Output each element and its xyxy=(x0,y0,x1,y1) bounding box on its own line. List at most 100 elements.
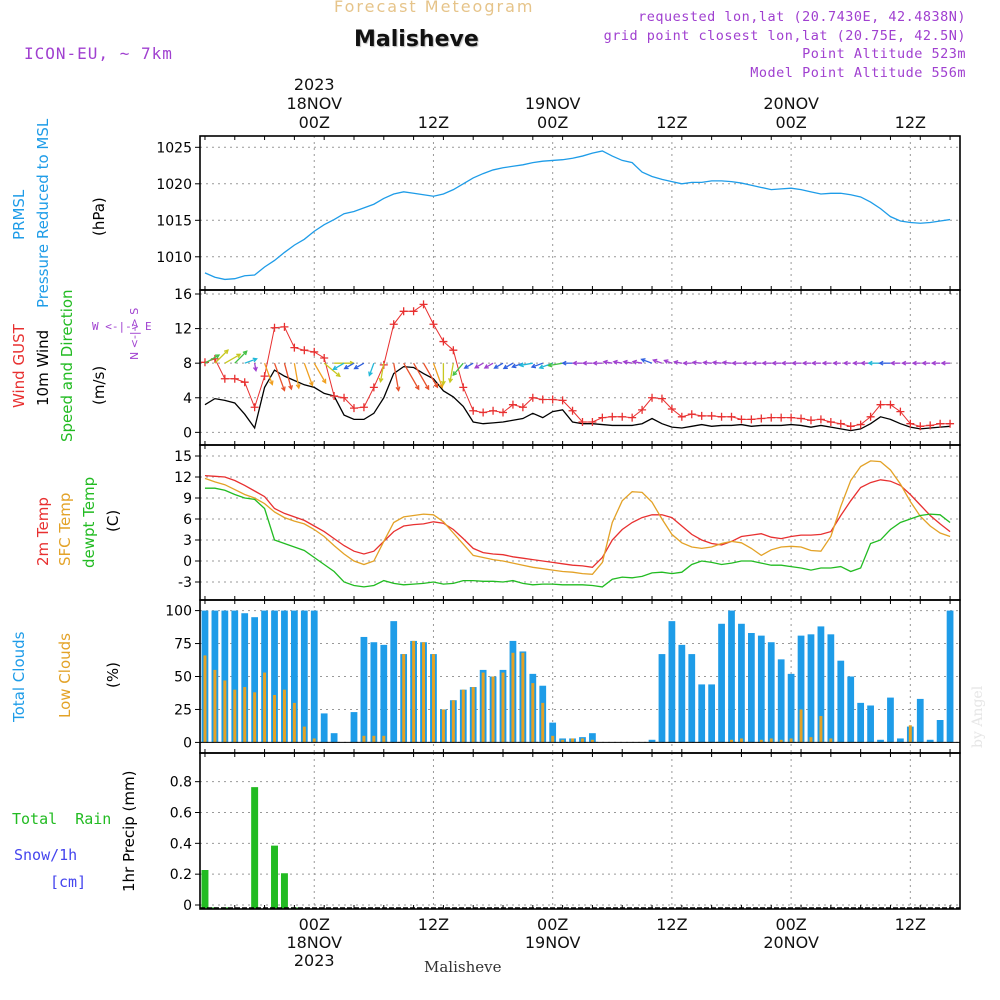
rain-bar xyxy=(251,787,259,909)
total-cloud-bar xyxy=(897,738,904,743)
wind-gust-marker xyxy=(260,372,269,381)
wind-direction-arrow xyxy=(878,360,891,366)
temperature-tick-label: 9 xyxy=(183,491,192,507)
wind-gust-marker xyxy=(538,395,547,404)
clouds-tick-label: 100 xyxy=(165,604,192,620)
total-cloud-bar xyxy=(926,739,934,743)
low-cloud-bar xyxy=(253,692,257,743)
top-time-label: 00Z xyxy=(299,113,330,132)
wind-compass-we: W <-|-> E xyxy=(92,320,152,333)
wind-gust-marker xyxy=(747,415,756,424)
low-cloud-bar xyxy=(561,739,565,743)
low-cloud-bar xyxy=(471,687,475,743)
requested-lonlat: requested lon,lat (20.7430E, 42.4838N) xyxy=(638,9,966,25)
low-cloud-bar xyxy=(422,642,426,743)
wind-gust-marker xyxy=(846,422,855,431)
top-time-label: 2023 xyxy=(294,75,335,94)
wind-direction-arrow xyxy=(204,354,221,364)
low-cloud-bar xyxy=(819,716,823,743)
wind-gust-marker xyxy=(499,408,508,417)
low-cloud-bar xyxy=(799,709,803,743)
low-cloud-bar xyxy=(273,694,276,743)
wind-direction-arrow xyxy=(602,359,613,365)
wind-tick-label: 4 xyxy=(183,391,192,407)
wind-direction-arrow xyxy=(711,360,722,366)
wind-direction-arrow xyxy=(378,363,385,384)
low-cloud-bar xyxy=(431,654,435,743)
total-cloud-bar xyxy=(797,635,805,743)
wind-direction-arrow xyxy=(263,362,274,386)
wind-direction-arrow xyxy=(631,359,643,365)
wind-gust-marker xyxy=(876,400,885,409)
wind-direction-arrow xyxy=(751,360,762,366)
low-cloud-bar xyxy=(501,672,505,743)
wind-gust-marker xyxy=(280,322,289,331)
total-cloud-bar xyxy=(847,676,855,743)
precipitation-tick-label: 0.6 xyxy=(170,806,192,822)
wind-direction-arrow xyxy=(889,360,901,366)
wind-gust-marker xyxy=(657,394,666,403)
top-time-label: 00Z xyxy=(537,113,568,132)
wind-direction-arrow xyxy=(323,362,341,378)
wind-gust-marker xyxy=(896,407,905,416)
wind-direction-arrow xyxy=(780,360,792,366)
total-cloud-bar xyxy=(380,644,388,743)
total-cloud-bar xyxy=(668,621,676,743)
location-title: Malisheve xyxy=(354,27,479,52)
wind-direction-arrow xyxy=(921,360,931,366)
total-cloud-bar xyxy=(291,610,298,743)
precipitation-panel-frame xyxy=(199,752,961,910)
wind-direction-arrow xyxy=(518,362,533,368)
wind-direction-arrow xyxy=(721,360,732,366)
bottom-time-label: 2023 xyxy=(294,951,335,970)
wind-gust-marker xyxy=(946,419,955,428)
total-cloud-bar xyxy=(688,654,696,743)
wind-gust-marker xyxy=(588,417,597,426)
low-cloud-bar xyxy=(302,726,306,743)
total-cloud-bar xyxy=(350,712,358,743)
temperature-tick-label: 12 xyxy=(174,470,192,486)
top-time-label: 12Z xyxy=(895,113,926,132)
low-cloud-bar xyxy=(243,687,247,743)
wind-gust-marker xyxy=(250,403,259,412)
wind-direction-arrow xyxy=(463,362,474,369)
wind-direction-arrow xyxy=(368,362,375,377)
low-cloud-bar xyxy=(441,709,445,743)
wind-gust-marker xyxy=(528,393,537,402)
precipitation-tick-label: 0 xyxy=(183,898,192,914)
low-cloud-bar xyxy=(551,735,555,743)
wind-gust-marker xyxy=(826,417,835,426)
wind-gust-marker xyxy=(200,358,209,367)
wind-gust-marker xyxy=(548,395,557,404)
total-cloud-bar xyxy=(678,644,686,743)
wind-direction-arrow xyxy=(273,362,286,392)
wind-gust-marker xyxy=(240,378,249,387)
low-cloud-bar xyxy=(789,738,793,743)
wind-gust-marker xyxy=(369,383,378,392)
wind-direction-arrow xyxy=(622,359,633,365)
low-cloud-bar xyxy=(521,652,525,743)
total-cloud-bar xyxy=(281,610,288,743)
wind-gust-marker xyxy=(856,420,865,429)
wind-gust-marker xyxy=(518,403,527,412)
wind-gust-marker xyxy=(816,415,825,424)
low-cloud-bar xyxy=(759,739,763,743)
wind-direction-arrow xyxy=(483,362,494,369)
wind-direction-arrow xyxy=(313,362,327,384)
clouds-tick-label: 0 xyxy=(183,735,192,751)
wind-gust-marker xyxy=(836,419,845,428)
wind-direction-arrow xyxy=(413,362,430,391)
wind-10m-line xyxy=(204,365,951,432)
wind-direction-arrow xyxy=(663,359,673,364)
total-cloud-bar xyxy=(271,610,278,743)
total-cloud-bar xyxy=(807,634,815,743)
wind-gust-marker xyxy=(806,416,815,425)
top-time-label: 00Z xyxy=(775,113,806,132)
low-cloud-bar xyxy=(451,700,455,743)
bottom-time-label: 00Z xyxy=(775,915,806,934)
wind-gust-marker xyxy=(359,403,368,412)
wind-gust-marker xyxy=(707,411,716,420)
low-cloud-bar xyxy=(809,737,813,743)
total-cloud-bar xyxy=(360,636,368,743)
